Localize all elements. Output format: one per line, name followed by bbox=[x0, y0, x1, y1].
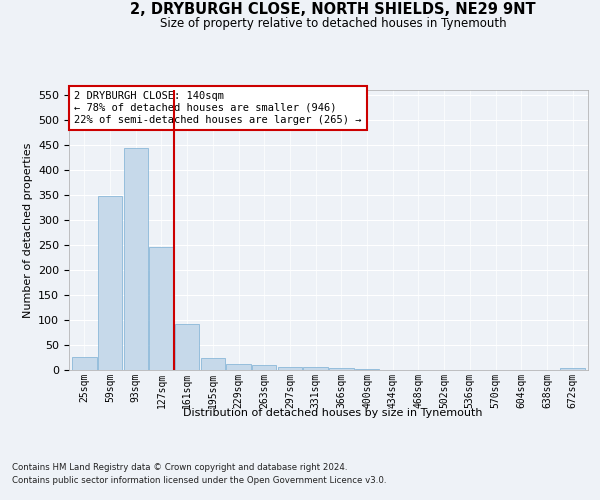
Bar bbox=[98, 196, 122, 370]
Bar bbox=[560, 368, 585, 370]
Bar bbox=[226, 364, 251, 370]
Bar bbox=[304, 367, 328, 370]
Bar bbox=[124, 148, 148, 370]
Text: Size of property relative to detached houses in Tynemouth: Size of property relative to detached ho… bbox=[160, 18, 506, 30]
Text: 2, DRYBURGH CLOSE, NORTH SHIELDS, NE29 9NT: 2, DRYBURGH CLOSE, NORTH SHIELDS, NE29 9… bbox=[130, 2, 536, 18]
Bar bbox=[252, 365, 277, 370]
Bar bbox=[175, 324, 199, 370]
Bar bbox=[72, 356, 97, 370]
Y-axis label: Number of detached properties: Number of detached properties bbox=[23, 142, 32, 318]
Text: Contains public sector information licensed under the Open Government Licence v3: Contains public sector information licen… bbox=[12, 476, 386, 485]
Text: Distribution of detached houses by size in Tynemouth: Distribution of detached houses by size … bbox=[183, 408, 483, 418]
Bar bbox=[200, 358, 225, 370]
Bar bbox=[149, 247, 173, 370]
Bar bbox=[278, 367, 302, 370]
Text: Contains HM Land Registry data © Crown copyright and database right 2024.: Contains HM Land Registry data © Crown c… bbox=[12, 462, 347, 471]
Text: 2 DRYBURGH CLOSE: 140sqm
← 78% of detached houses are smaller (946)
22% of semi-: 2 DRYBURGH CLOSE: 140sqm ← 78% of detach… bbox=[74, 92, 362, 124]
Bar bbox=[355, 369, 379, 370]
Bar bbox=[329, 368, 353, 370]
